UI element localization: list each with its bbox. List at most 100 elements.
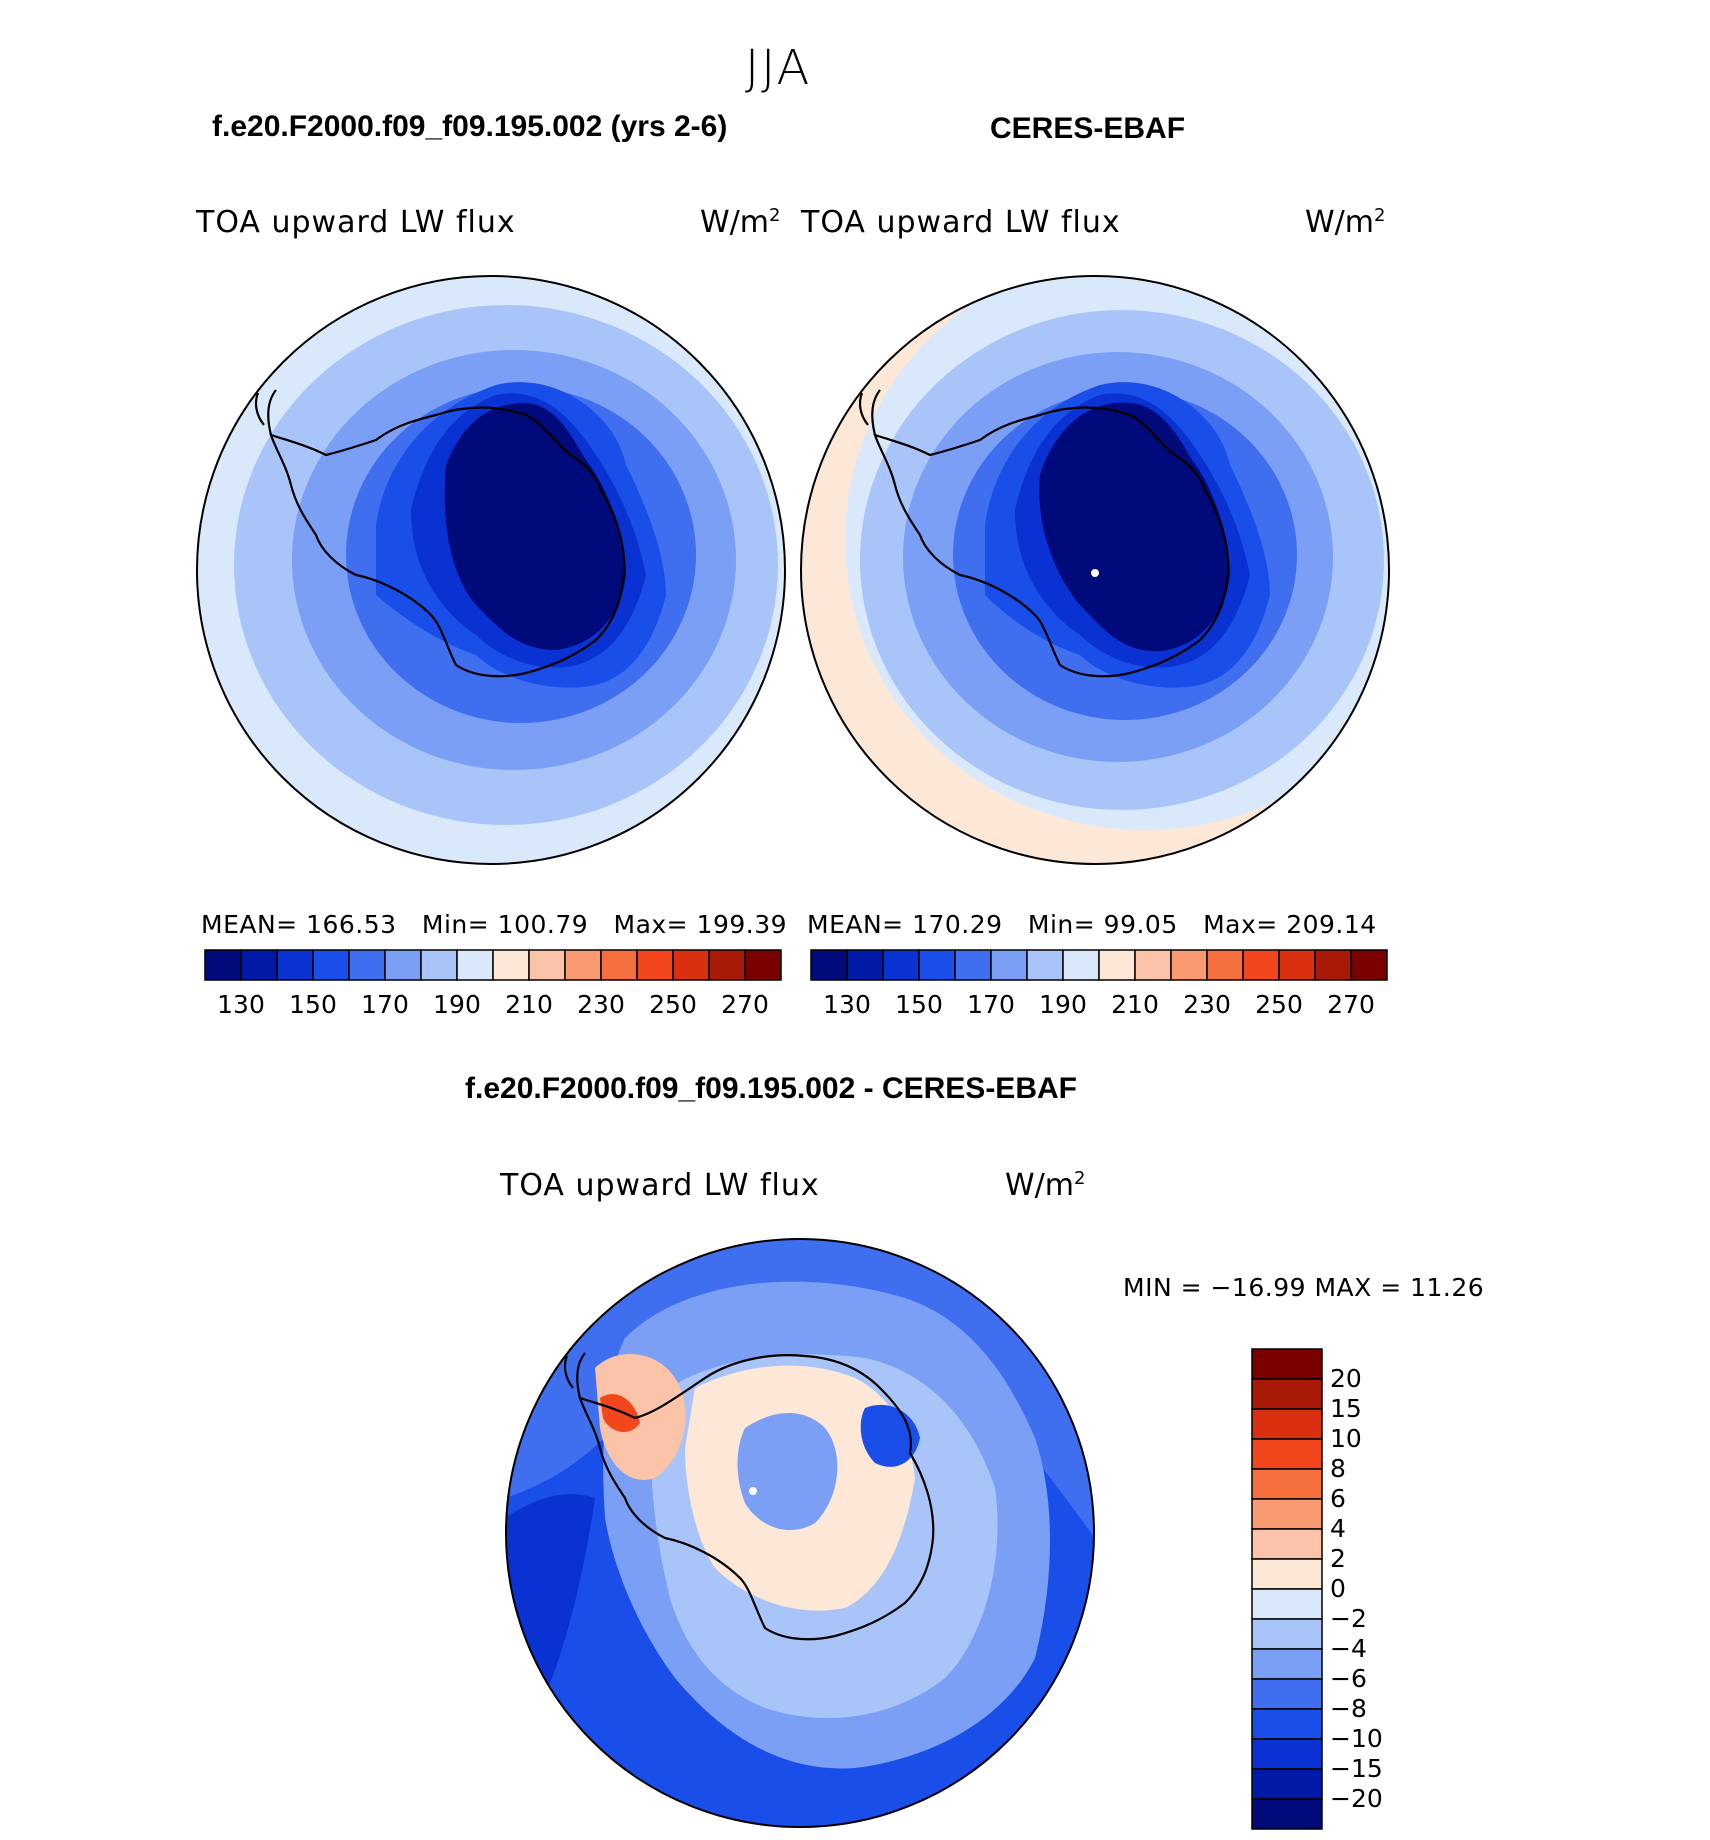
right-colorbar <box>810 949 1388 981</box>
colorbar-tick-label: 270 <box>721 990 769 1019</box>
colorbar-swatch <box>1170 949 1208 981</box>
colorbar-swatch <box>990 949 1028 981</box>
left-units-label: W/m2 <box>700 205 781 240</box>
colorbar-swatch <box>1206 949 1244 981</box>
diff-polar-map <box>505 1238 1095 1828</box>
colorbar-tick-label: 210 <box>1111 990 1159 1019</box>
right-polar-map <box>800 275 1390 865</box>
diff-colorbar-label: 20 <box>1330 1364 1362 1393</box>
colorbar-tick-label: 250 <box>649 990 697 1019</box>
colorbar-swatch <box>420 949 458 981</box>
colorbar-tick-label: 190 <box>1039 990 1087 1019</box>
left-stats: MEAN= 166.53 Min= 100.79 Max= 199.39 <box>201 910 788 939</box>
left-colorbar-ticks: 130 150 170 190 210 230 250 270 <box>205 990 781 1020</box>
diff-colorbar-swatch <box>1251 1378 1323 1410</box>
colorbar-swatch <box>456 949 494 981</box>
colorbar-swatch <box>672 949 710 981</box>
diff-colorbar-swatch <box>1251 1708 1323 1740</box>
season-title: JJA <box>745 40 812 96</box>
diff-colorbar-label: −15 <box>1330 1754 1383 1783</box>
diff-colorbar-swatch <box>1251 1768 1323 1800</box>
map-boundary <box>196 275 786 865</box>
colorbar-swatch <box>1350 949 1388 981</box>
colorbar-swatch <box>954 949 992 981</box>
colorbar-tick-label: 210 <box>505 990 553 1019</box>
colorbar-swatch <box>1026 949 1064 981</box>
peninsula-coastline <box>563 1352 586 1399</box>
colorbar-swatch <box>1134 949 1172 981</box>
diff-colorbar-label: 0 <box>1330 1574 1346 1603</box>
pole-hole <box>1091 569 1099 577</box>
diff-units-label: W/m2 <box>1005 1168 1086 1203</box>
diff-colorbar-swatch <box>1251 1498 1323 1530</box>
colorbar-tick-label: 170 <box>967 990 1015 1019</box>
right-variable-label: TOA upward LW flux <box>801 205 1121 240</box>
diff-colorbar-swatch <box>1251 1348 1323 1380</box>
diff-colorbar-swatch <box>1251 1588 1323 1620</box>
left-colorbar <box>204 949 782 981</box>
colorbar-swatch <box>1278 949 1316 981</box>
antarctica-coastline <box>578 1354 935 1641</box>
diff-colorbar-swatch <box>1251 1558 1323 1590</box>
colorbar-tick-label: 150 <box>289 990 337 1019</box>
diff-colorbar <box>1251 1348 1323 1830</box>
colorbar-swatch <box>810 949 848 981</box>
diff-colorbar-label: −4 <box>1330 1634 1367 1663</box>
colorbar-swatch <box>846 949 884 981</box>
plateau-core <box>444 403 626 650</box>
diff-colorbar-label: −8 <box>1330 1694 1367 1723</box>
colorbar-tick-label: 250 <box>1255 990 1303 1019</box>
diff-colorbar-labels: 20 15 10 8 6 4 2 0 −2 −4 −6 −8 −10 −15 −20 <box>1330 1349 1410 1829</box>
peninsula-coastline <box>254 389 277 436</box>
right-case-title: CERES-EBAF <box>990 112 1186 145</box>
colorbar-swatch <box>1062 949 1100 981</box>
plateau-core <box>1039 402 1230 652</box>
diff-colorbar-swatch <box>1251 1408 1323 1440</box>
diff-peninsula-hot <box>600 1394 640 1433</box>
left-case-title: f.e20.F2000.f09_f09.195.002 (yrs 2-6) <box>212 110 728 143</box>
colorbar-swatch <box>240 949 278 981</box>
diff-colorbar-swatch <box>1251 1438 1323 1470</box>
right-units-label: W/m2 <box>1305 205 1386 240</box>
colorbar-tick-label: 190 <box>433 990 481 1019</box>
colorbar-tick-label: 150 <box>895 990 943 1019</box>
diff-colorbar-swatch <box>1251 1618 1323 1650</box>
diff-title: f.e20.F2000.f09_f09.195.002 - CERES-EBAF <box>465 1072 1077 1105</box>
right-colorbar-ticks: 130 150 170 190 210 230 250 270 <box>811 990 1387 1020</box>
colorbar-tick-label: 170 <box>361 990 409 1019</box>
colorbar-swatch <box>600 949 638 981</box>
diff-colorbar-label: 15 <box>1330 1394 1362 1423</box>
colorbar-tick-label: 230 <box>1183 990 1231 1019</box>
colorbar-swatch <box>744 949 782 981</box>
colorbar-swatch <box>1314 949 1352 981</box>
map-boundary <box>505 1238 1095 1828</box>
colorbar-swatch <box>1242 949 1280 981</box>
map-boundary <box>800 275 1390 865</box>
diff-colorbar-label: −2 <box>1330 1604 1367 1633</box>
left-variable-label: TOA upward LW flux <box>196 205 516 240</box>
diff-colorbar-label: 6 <box>1330 1484 1346 1513</box>
diff-colorbar-label: −20 <box>1330 1784 1383 1813</box>
diff-colorbar-label: 4 <box>1330 1514 1346 1543</box>
colorbar-swatch <box>882 949 920 981</box>
colorbar-swatch <box>348 949 386 981</box>
colorbar-tick-label: 130 <box>217 990 265 1019</box>
colorbar-swatch <box>528 949 566 981</box>
colorbar-tick-label: 230 <box>577 990 625 1019</box>
colorbar-swatch <box>204 949 242 981</box>
diff-north-band <box>506 1239 1094 1538</box>
colorbar-swatch <box>708 949 746 981</box>
pole-hole <box>749 1487 757 1495</box>
diff-colorbar-label: 10 <box>1330 1424 1362 1453</box>
diff-colorbar-label: −6 <box>1330 1664 1367 1693</box>
diff-colorbar-swatch <box>1251 1738 1323 1770</box>
diff-colorbar-swatch <box>1251 1468 1323 1500</box>
diff-colorbar-label: 8 <box>1330 1454 1346 1483</box>
diff-colorbar-label: −10 <box>1330 1724 1383 1753</box>
antarctica-coastline <box>873 406 1230 678</box>
antarctica-coastline <box>269 406 626 678</box>
colorbar-swatch <box>384 949 422 981</box>
left-polar-map <box>196 275 786 865</box>
colorbar-swatch <box>312 949 350 981</box>
colorbar-swatch <box>1098 949 1136 981</box>
